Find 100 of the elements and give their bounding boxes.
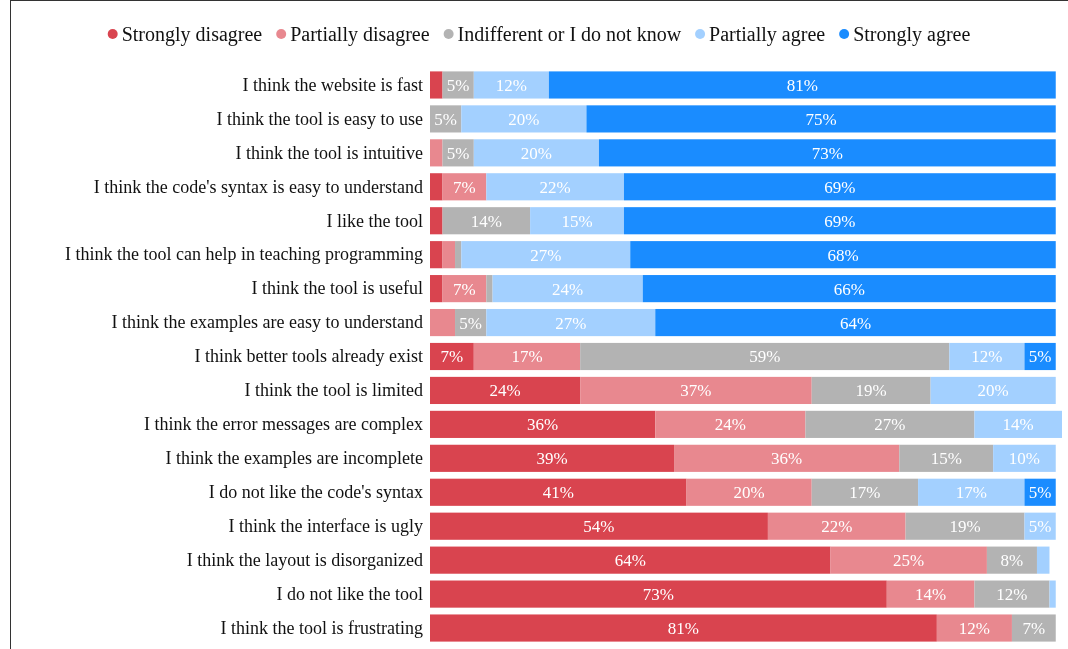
bar <box>993 444 1056 472</box>
bar <box>430 546 831 574</box>
data-label: 36% <box>771 449 803 469</box>
bar <box>530 207 624 235</box>
bar <box>430 308 456 337</box>
bar <box>949 342 1025 371</box>
bar <box>830 546 987 574</box>
data-label: 24% <box>552 279 584 299</box>
data-label: 81% <box>667 618 700 638</box>
bar <box>430 410 656 438</box>
data-label: 5% <box>446 143 470 163</box>
data-label: 22% <box>539 177 571 197</box>
data-label: 66% <box>833 279 865 299</box>
bar <box>486 173 624 201</box>
data-label: 22% <box>821 517 853 537</box>
bar <box>905 512 1025 540</box>
bar <box>918 478 1025 506</box>
data-label: 64% <box>614 551 646 571</box>
bar <box>486 308 656 337</box>
bar <box>930 376 1056 405</box>
data-label: 15% <box>561 211 593 231</box>
bar <box>430 512 768 540</box>
data-label: 14% <box>1002 415 1034 435</box>
data-label: 7% <box>453 279 476 299</box>
bar <box>430 342 474 371</box>
data-label: 27% <box>555 313 587 333</box>
bar <box>623 173 1056 201</box>
bar <box>586 105 1056 133</box>
y-tick-label: I think the code's syntax is easy to understand <box>93 176 423 197</box>
bar <box>899 444 994 472</box>
data-label: 54% <box>583 517 615 537</box>
bar <box>1049 580 1056 608</box>
data-label: 17% <box>955 483 987 503</box>
y-tick-label: I think the error messages are complex <box>144 414 423 435</box>
data-label: 5% <box>459 313 483 333</box>
y-tick-label: I think the tool is easy to use <box>216 108 423 129</box>
data-label: 20% <box>508 109 540 129</box>
data-label: 37% <box>680 381 712 401</box>
data-label: 41% <box>542 483 574 503</box>
legend-label: Strongly disagree <box>121 23 263 46</box>
data-label: 10% <box>1008 449 1041 469</box>
data-label: 12% <box>996 585 1028 605</box>
data-label: 27% <box>530 245 562 265</box>
bar <box>430 207 443 235</box>
data-label: 36% <box>527 415 559 435</box>
data-label: 15% <box>930 449 962 469</box>
data-label: 8% <box>1000 551 1024 571</box>
bar <box>936 614 1012 642</box>
data-label: 14% <box>470 211 502 231</box>
bar <box>430 614 937 642</box>
y-tick-label: I think the tool is useful <box>251 278 423 299</box>
data-label: 12% <box>971 347 1003 367</box>
bar <box>623 207 1056 235</box>
bar <box>642 275 1056 303</box>
data-label: 7% <box>440 347 464 367</box>
bar <box>461 105 587 133</box>
bar <box>486 275 493 303</box>
data-label: 69% <box>824 177 856 197</box>
bar <box>674 444 900 472</box>
bar <box>430 275 443 303</box>
bar <box>430 241 443 269</box>
y-tick-label: I think the tool is frustrating <box>220 617 423 638</box>
data-label: 64% <box>839 313 872 333</box>
legend-label: Indifferent or I do not know <box>457 23 682 45</box>
bar <box>1011 614 1056 642</box>
bar <box>630 241 1056 269</box>
data-label: 73% <box>811 143 843 163</box>
y-tick-label: I think the tool is intuitive <box>235 142 423 163</box>
bar <box>767 512 906 540</box>
bar <box>461 241 631 269</box>
data-label: 39% <box>536 449 568 469</box>
data-label: 5% <box>1028 517 1052 537</box>
bar <box>1036 546 1050 574</box>
bar <box>580 342 950 371</box>
y-tick-label: I think the interface is ugly <box>228 515 423 536</box>
y-tick-label: I think the examples are easy to understand <box>111 312 423 333</box>
data-label: 69% <box>824 211 856 231</box>
bar <box>442 241 456 269</box>
bar <box>686 478 812 506</box>
bar <box>473 139 599 167</box>
bar <box>655 308 1056 337</box>
y-tick-label: I do not like the tool <box>276 583 423 604</box>
data-label: 5% <box>1028 347 1052 367</box>
bar <box>473 342 581 371</box>
bar <box>974 580 1050 608</box>
bar <box>492 275 643 303</box>
data-label: 5% <box>446 75 470 95</box>
data-label: 7% <box>1022 618 1046 638</box>
data-label: 20% <box>733 483 765 503</box>
data-label: 75% <box>805 109 837 129</box>
bar <box>455 241 462 269</box>
bar <box>811 376 931 405</box>
data-label: 25% <box>893 551 925 571</box>
data-label: 12% <box>958 618 990 638</box>
bar <box>430 173 443 201</box>
y-tick-label: I think the layout is disorganized <box>186 549 423 570</box>
bar <box>473 71 549 99</box>
data-label: 81% <box>786 75 818 95</box>
bar <box>430 478 687 506</box>
bar <box>655 410 806 438</box>
